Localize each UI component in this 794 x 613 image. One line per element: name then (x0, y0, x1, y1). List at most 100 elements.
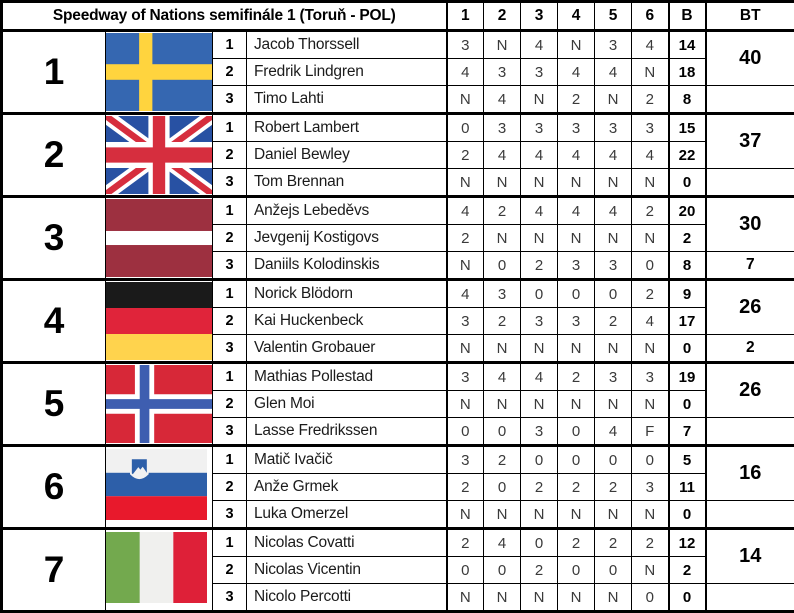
heat-score-cell: 2 (484, 308, 521, 335)
heat-score-cell: N (558, 391, 595, 418)
heat-score-cell: 0 (595, 557, 632, 584)
heat-score-cell: N (558, 169, 595, 197)
heat-score-cell: N (632, 501, 669, 529)
rider-name: Nicolas Covatti (247, 529, 447, 557)
heat-score-cell: N (632, 391, 669, 418)
germany-flag-icon (106, 282, 212, 360)
heat-score-cell: N (558, 31, 595, 59)
rider-points-cell: 11 (669, 474, 706, 501)
heat-score-cell: N (595, 86, 632, 114)
rider-number: 3 (213, 335, 247, 363)
heat-score-cell: 0 (447, 418, 484, 446)
great-britain-flag-icon (106, 116, 212, 194)
heat-score-cell: 0 (447, 557, 484, 584)
heat-score-cell: N (521, 169, 558, 197)
rider-number: 3 (213, 501, 247, 529)
rider-name: Fredrik Lindgren (247, 59, 447, 86)
team-total-cell: 30 (706, 197, 794, 252)
heat-score-cell: 3 (521, 59, 558, 86)
rider-name: Lasse Fredrikssen (247, 418, 447, 446)
rider-points-cell: 0 (669, 584, 706, 612)
rider-number: 1 (213, 114, 247, 142)
heat-score-cell: N (558, 501, 595, 529)
rider-number: 2 (213, 59, 247, 86)
rider-points-cell: 15 (669, 114, 706, 142)
heat-score-cell: N (521, 86, 558, 114)
heat-score-cell: 2 (558, 363, 595, 391)
heat-score-cell: 0 (595, 446, 632, 474)
heat-score-cell: 0 (558, 418, 595, 446)
heat-score-cell: 0 (558, 446, 595, 474)
team-flag (106, 446, 213, 529)
latvia-flag-icon (106, 199, 212, 277)
heat-score-cell: N (521, 501, 558, 529)
heat-score-cell: 3 (447, 31, 484, 59)
heat-score-cell: 4 (484, 529, 521, 557)
heat-score-cell: N (447, 391, 484, 418)
rider-name: Luka Omerzel (247, 501, 447, 529)
heat-score-cell: N (558, 335, 595, 363)
rider-points-cell: 8 (669, 86, 706, 114)
rider-name: Jevgenij Kostigovs (247, 225, 447, 252)
heat-score-cell: 2 (484, 197, 521, 225)
heat-score-cell: N (447, 86, 484, 114)
heat-score-cell: 2 (521, 474, 558, 501)
heat-score-cell: 3 (595, 252, 632, 280)
heat-score-cell: 0 (484, 252, 521, 280)
heat-score-cell: N (595, 169, 632, 197)
rider-points-cell: 22 (669, 142, 706, 169)
heat-score-cell: 4 (558, 197, 595, 225)
sweden-flag-icon (106, 33, 212, 111)
heat-score-cell: N (484, 391, 521, 418)
team-position: 6 (2, 446, 106, 529)
rider-points-cell: 0 (669, 501, 706, 529)
rider-points-cell: 0 (669, 391, 706, 418)
rider-points-cell: 9 (669, 280, 706, 308)
heat-score-cell: 4 (484, 363, 521, 391)
heat-score-cell: N (632, 59, 669, 86)
heat-score-cell: 3 (521, 308, 558, 335)
rider-name: Daniils Kolodinskis (247, 252, 447, 280)
heat-score-cell: 0 (484, 474, 521, 501)
heat-score-cell: 0 (632, 446, 669, 474)
rider-number: 3 (213, 252, 247, 280)
heat-score-cell: 3 (595, 363, 632, 391)
heat-score-cell: N (595, 584, 632, 612)
team-extra-cell (706, 418, 794, 446)
heat-score-cell: 0 (558, 557, 595, 584)
team-flag (106, 529, 213, 612)
heat-score-cell: 3 (595, 114, 632, 142)
heat-score-cell: N (521, 391, 558, 418)
rider-number: 3 (213, 169, 247, 197)
heat-score-cell: 2 (558, 529, 595, 557)
heat-score-cell: 3 (632, 114, 669, 142)
rider-number: 2 (213, 308, 247, 335)
heat-score-cell: 4 (595, 59, 632, 86)
slovenia-flag-icon (106, 449, 207, 520)
heat-score-cell: 4 (632, 308, 669, 335)
heat-score-cell: 4 (447, 280, 484, 308)
team-position: 5 (2, 363, 106, 446)
heat-score-cell: 3 (558, 252, 595, 280)
rider-name: Matič Ivačič (247, 446, 447, 474)
heat-score-cell: N (521, 225, 558, 252)
heat-score-cell: 4 (447, 59, 484, 86)
heat-score-cell: 3 (521, 114, 558, 142)
heat-score-cell: 2 (558, 86, 595, 114)
heat-score-cell: 2 (447, 474, 484, 501)
rider-points-cell: 19 (669, 363, 706, 391)
heat-score-cell: N (484, 31, 521, 59)
heat-score-cell: N (484, 501, 521, 529)
rider-number: 3 (213, 584, 247, 612)
heat-score-cell: 0 (521, 280, 558, 308)
header-heat-column-6: 6 (632, 2, 669, 31)
team-total-cell: 26 (706, 280, 794, 335)
team-total-cell: 14 (706, 529, 794, 584)
heat-score-cell: 4 (595, 142, 632, 169)
heat-score-cell: 2 (521, 252, 558, 280)
